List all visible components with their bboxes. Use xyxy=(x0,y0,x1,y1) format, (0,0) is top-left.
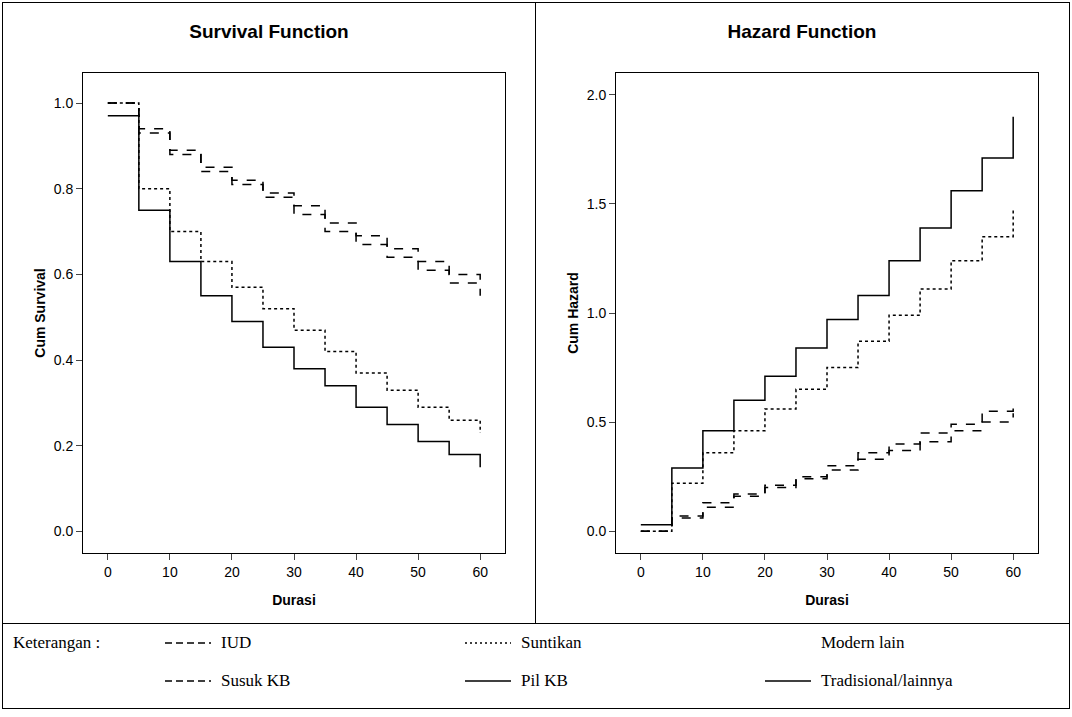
svg-text:1.5: 1.5 xyxy=(587,196,607,212)
svg-text:0.6: 0.6 xyxy=(54,266,74,282)
svg-text:40: 40 xyxy=(881,564,897,580)
svg-text:1.0: 1.0 xyxy=(54,95,74,111)
svg-text:20: 20 xyxy=(224,564,240,580)
svg-text:0.0: 0.0 xyxy=(54,523,74,539)
svg-text:60: 60 xyxy=(1005,564,1021,580)
svg-text:0: 0 xyxy=(104,564,112,580)
svg-text:10: 10 xyxy=(162,564,178,580)
svg-text:Survival Function: Survival Function xyxy=(189,21,348,42)
svg-text:0.2: 0.2 xyxy=(54,438,74,454)
svg-text:60: 60 xyxy=(472,564,488,580)
svg-text:30: 30 xyxy=(819,564,835,580)
svg-text:0: 0 xyxy=(637,564,645,580)
svg-text:Cum Survival: Cum Survival xyxy=(32,268,48,357)
svg-text:0.0: 0.0 xyxy=(587,523,607,539)
html-text:Susuk KB: Susuk KB xyxy=(221,671,291,690)
svg-text:2.0: 2.0 xyxy=(587,87,607,103)
html-text:IUD: IUD xyxy=(221,633,252,652)
svg-text:20: 20 xyxy=(757,564,773,580)
html-text:Pil KB: Pil KB xyxy=(521,671,568,690)
svg-text:30: 30 xyxy=(286,564,302,580)
svg-text:Cum Hazard: Cum Hazard xyxy=(565,272,581,354)
svg-text:0.5: 0.5 xyxy=(587,414,607,430)
svg-text:Durasi: Durasi xyxy=(272,592,316,608)
svg-text:1.0: 1.0 xyxy=(587,305,607,321)
svg-text:40: 40 xyxy=(348,564,364,580)
svg-text:50: 50 xyxy=(410,564,426,580)
svg-text:Hazard Function: Hazard Function xyxy=(728,21,877,42)
svg-text:0.8: 0.8 xyxy=(54,181,74,197)
html-text:Tradisional/lainnya: Tradisional/lainnya xyxy=(821,671,953,690)
html-text:Suntikan: Suntikan xyxy=(521,633,582,652)
svg-text:Durasi: Durasi xyxy=(805,592,849,608)
html-text:Modern lain: Modern lain xyxy=(821,633,905,652)
html-text:Keterangan :: Keterangan : xyxy=(13,633,101,652)
svg-text:0.4: 0.4 xyxy=(54,352,74,368)
svg-text:10: 10 xyxy=(695,564,711,580)
svg-text:50: 50 xyxy=(943,564,959,580)
